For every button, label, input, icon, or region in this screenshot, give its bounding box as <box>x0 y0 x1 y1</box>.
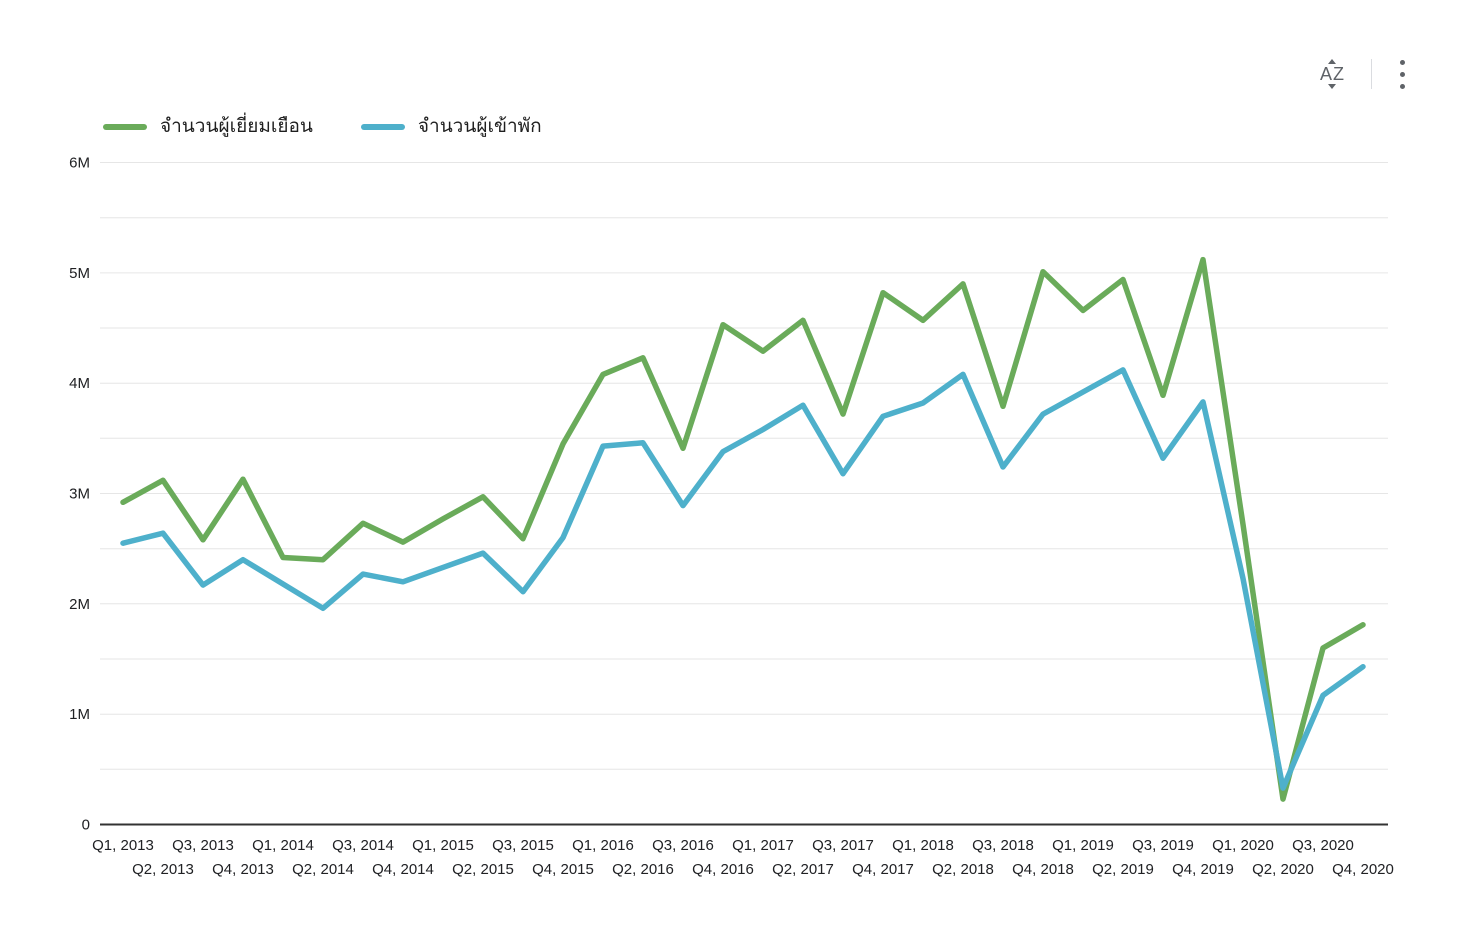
sort-arrow-up-icon <box>1328 59 1337 64</box>
x-tick-label: Q2, 2020 <box>1252 861 1314 878</box>
x-tick-label: Q3, 2016 <box>652 837 714 854</box>
x-tick-label: Q2, 2014 <box>292 861 354 878</box>
x-tick-label: Q2, 2016 <box>612 861 674 878</box>
x-tick-label: Q4, 2019 <box>1172 861 1234 878</box>
x-tick-label: Q1, 2018 <box>892 837 954 854</box>
x-tick-label: Q1, 2020 <box>1212 837 1274 854</box>
legend-label-overnight-guests: จำนวนผู้เข้าพัก <box>417 116 542 137</box>
x-tick-label: Q3, 2017 <box>812 837 874 854</box>
y-tick-label: 2M <box>69 596 90 613</box>
y-tick-label: 1M <box>69 706 90 723</box>
x-tick-label: Q2, 2015 <box>452 861 514 878</box>
sort-az-label: AZ <box>1319 64 1345 84</box>
toolbar-divider <box>1371 59 1372 89</box>
chart-toolbar: AZ <box>1314 52 1413 96</box>
x-tick-label: Q2, 2018 <box>932 861 994 878</box>
x-tick-label: Q2, 2017 <box>772 861 834 878</box>
legend-swatch-overnight-guests <box>360 124 405 130</box>
x-tick-label: Q1, 2019 <box>1052 837 1114 854</box>
x-tick-label: Q4, 2020 <box>1332 861 1394 878</box>
x-tick-label: Q1, 2016 <box>572 837 634 854</box>
x-tick-label: Q4, 2013 <box>212 861 274 878</box>
x-tick-label: Q4, 2014 <box>372 861 434 878</box>
x-tick-label: Q3, 2015 <box>492 837 554 854</box>
x-tick-label: Q4, 2016 <box>692 861 754 878</box>
x-tick-label: Q3, 2018 <box>972 837 1034 854</box>
y-tick-label: 4M <box>69 375 90 392</box>
kebab-dot <box>1400 71 1405 77</box>
x-tick-label: Q3, 2020 <box>1292 837 1354 854</box>
x-tick-label: Q4, 2017 <box>852 861 914 878</box>
x-tick-label: Q1, 2014 <box>252 837 314 854</box>
x-tick-label: Q1, 2017 <box>732 837 794 854</box>
y-tick-label: 6M <box>69 155 90 172</box>
series-line-overnight-guests[interactable] <box>120 367 1366 791</box>
kebab-dot <box>1400 83 1405 89</box>
x-tick-label: Q4, 2018 <box>1012 861 1074 878</box>
x-tick-label: Q4, 2015 <box>532 861 594 878</box>
series-line-visitors[interactable] <box>120 256 1366 802</box>
x-tick-label: Q2, 2013 <box>132 861 194 878</box>
x-tick-label: Q3, 2013 <box>172 837 234 854</box>
x-tick-label: Q3, 2014 <box>332 837 394 854</box>
legend-swatch-visitors <box>103 124 147 130</box>
y-tick-label: 3M <box>69 486 90 503</box>
x-tick-label: Q1, 2013 <box>92 837 154 854</box>
chart-legend: จำนวนผู้เยี่ยมเยือน จำนวนผู้เข้าพัก <box>103 110 542 144</box>
legend-label-visitors: จำนวนผู้เยี่ยมเยือน <box>160 116 313 137</box>
y-tick-label: 5M <box>69 265 90 282</box>
y-tick-label: 0 <box>82 817 90 834</box>
x-tick-label: Q2, 2019 <box>1092 861 1154 878</box>
sort-az-icon[interactable]: AZ <box>1314 57 1351 91</box>
legend-item-overnight-guests: จำนวนผู้เข้าพัก <box>360 110 542 144</box>
sort-arrow-down-icon <box>1328 84 1337 89</box>
kebab-menu-icon[interactable] <box>1392 56 1413 93</box>
x-tick-label: Q1, 2015 <box>412 837 474 854</box>
kebab-dot <box>1400 59 1405 65</box>
legend-item-visitors: จำนวนผู้เยี่ยมเยือน <box>103 110 313 144</box>
x-tick-label: Q3, 2019 <box>1132 837 1194 854</box>
